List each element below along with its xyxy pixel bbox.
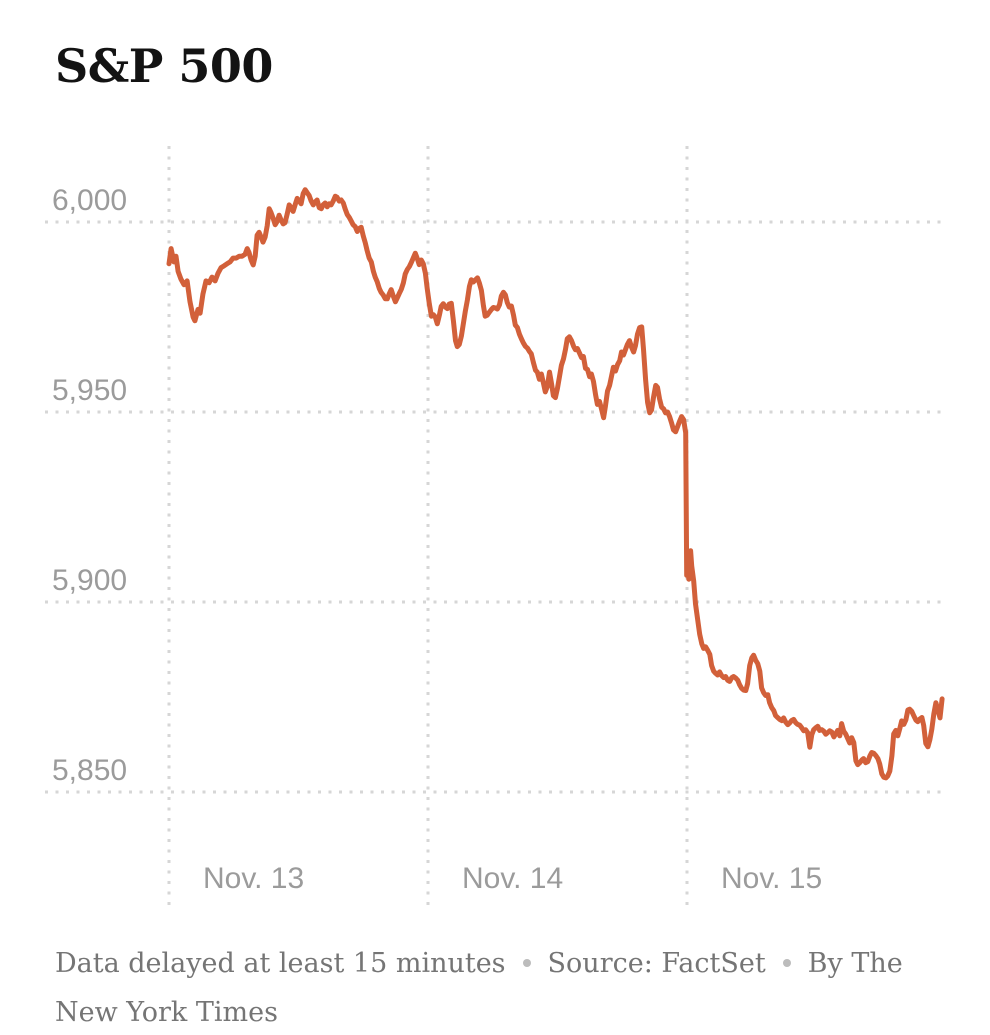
separator-dot-icon — [782, 958, 791, 967]
chart-footer: Data delayed at least 15 minutes Source: … — [55, 941, 955, 986]
y-tick-label: 6,000 — [52, 184, 128, 217]
x-tick-label: Nov. 13 — [203, 862, 305, 895]
data-delay-note: Data delayed at least 15 minutes — [55, 948, 506, 979]
source-credit: Source: FactSet — [547, 948, 766, 979]
separator-dot-icon — [522, 958, 531, 967]
line-chart — [45, 146, 945, 907]
byline-continued: New York Times — [55, 997, 278, 1028]
price-line — [166, 187, 945, 781]
page-title: S&P 500 — [55, 39, 273, 93]
x-tick-label: Nov. 14 — [462, 862, 564, 895]
y-tick-label: 5,950 — [52, 374, 128, 407]
x-tick-label: Nov. 15 — [721, 862, 823, 895]
y-tick-label: 5,850 — [52, 754, 128, 787]
y-tick-label: 5,900 — [52, 564, 128, 597]
byline: By The — [807, 948, 903, 979]
